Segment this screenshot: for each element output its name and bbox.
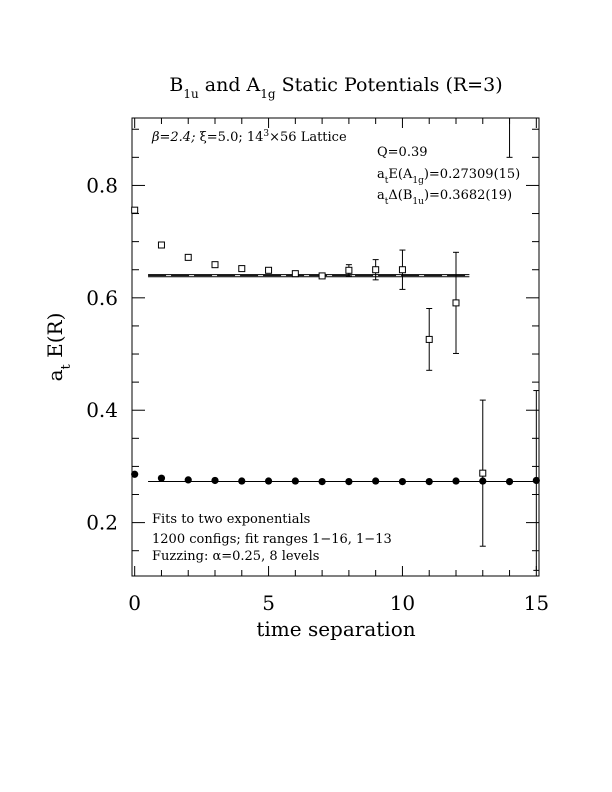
data-point-circle: [532, 476, 540, 485]
x-axis-label: time separation: [256, 617, 415, 641]
data-point-circle: [157, 474, 166, 482]
data-point-circle: [372, 477, 380, 485]
data-point-circle: [318, 477, 326, 486]
data-point-square: [452, 299, 460, 307]
data-point-square: [425, 335, 433, 343]
data-point-square: [157, 241, 165, 249]
tick-marks: [132, 118, 539, 576]
data-point-circle: [291, 477, 299, 485]
data-point-square: [291, 270, 299, 278]
data-point-square: [211, 261, 219, 269]
data-point-circle: [264, 477, 273, 485]
data-point-circle: [238, 477, 246, 485]
plot-border: [131, 117, 540, 577]
data-point-circle: [345, 477, 353, 486]
data-point-circle: [505, 477, 514, 486]
q-annotation: Q=0.39: [377, 145, 428, 160]
x-tick-label: 10: [390, 591, 415, 615]
data-point-square: [184, 253, 192, 261]
data-point-circle: [211, 476, 219, 485]
data-point-square: [238, 265, 246, 273]
y-axis-label: at E(R): [43, 313, 74, 382]
data-point-circle: [184, 476, 192, 484]
y-tick-label: 0.8: [86, 173, 118, 197]
data-point-square: [345, 266, 353, 274]
data-point-circle: [398, 477, 407, 486]
energy-annotation: atE(A1g)=0.27309(15): [377, 167, 520, 186]
data-point-circle: [425, 477, 433, 486]
lattice-annotation: β=2.4; ξ=5.0; 143×56 Lattice: [151, 129, 347, 145]
data-point-square: [318, 272, 326, 280]
data-point-square: [398, 266, 406, 274]
x-tick-label: 0: [128, 591, 141, 615]
data-point-square: [131, 206, 139, 214]
y-tick-label: 0.4: [86, 398, 118, 422]
annotations: β=2.4; ξ=5.0; 143×56 Lattice Q=0.39 atE(…: [151, 129, 520, 564]
plot-frame: [131, 117, 540, 577]
x-tick-label: 5: [262, 591, 275, 615]
y-tick-label: 0.6: [86, 286, 118, 310]
data-point-square: [372, 266, 380, 274]
configs-annotation: 1200 configs; fit ranges 1−16, 1−13: [152, 532, 392, 547]
fit-lines: [148, 274, 537, 483]
y-tick-label: 0.2: [86, 511, 118, 535]
x-tick-label: 15: [524, 591, 549, 615]
gap-annotation: atΔ(B1u)=0.3682(19): [377, 188, 512, 207]
tick-labels: 0 5 10 15 0.2 0.4 0.6 0.8: [86, 173, 549, 615]
chart-title: B1u and A1g Static Potentials (R=3): [169, 74, 502, 101]
fuzzing-annotation: Fuzzing: α=0.25, 8 levels: [152, 549, 319, 564]
data-point-square: [479, 469, 487, 477]
data-point-circle: [131, 470, 139, 478]
data-marks: [131, 118, 540, 571]
data-point-circle: [452, 477, 460, 485]
data-point-square: [265, 266, 273, 274]
fits-annotation: Fits to two exponentials: [152, 512, 310, 527]
